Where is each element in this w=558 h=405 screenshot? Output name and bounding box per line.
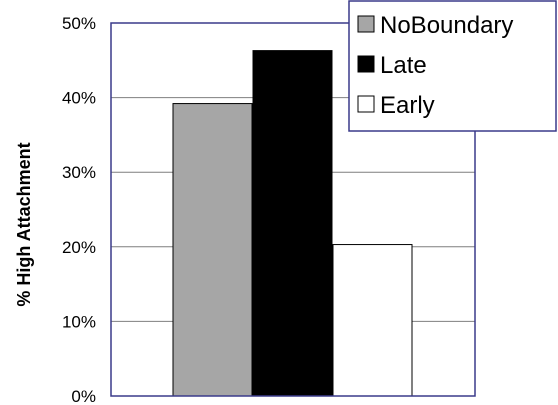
legend-swatch-late xyxy=(357,55,375,73)
y-tick-label: 10% xyxy=(62,312,96,331)
legend-swatch-early xyxy=(357,95,375,113)
bar-early xyxy=(332,244,413,397)
y-tick-label: 50% xyxy=(62,14,96,33)
legend-label-early: Early xyxy=(380,92,435,119)
legend-label-late: Late xyxy=(380,52,427,79)
y-axis-ticks: 0% 10% 20% 30% 40% 50% xyxy=(62,14,96,405)
bar-noboundary xyxy=(172,103,253,397)
plot-area xyxy=(110,22,476,397)
legend-swatch-noboundary xyxy=(357,15,375,33)
y-tick-label: 30% xyxy=(62,163,96,182)
y-axis-title: % High Attachment xyxy=(14,142,34,306)
y-tick-label: 20% xyxy=(62,238,96,257)
y-tick-label: 0% xyxy=(71,387,96,405)
legend-box xyxy=(348,0,557,132)
bar-late xyxy=(252,50,333,397)
legend-label-noboundary: NoBoundary xyxy=(380,12,513,39)
y-tick-label: 40% xyxy=(62,89,96,108)
legend: NoBoundary Late Early xyxy=(348,0,557,132)
